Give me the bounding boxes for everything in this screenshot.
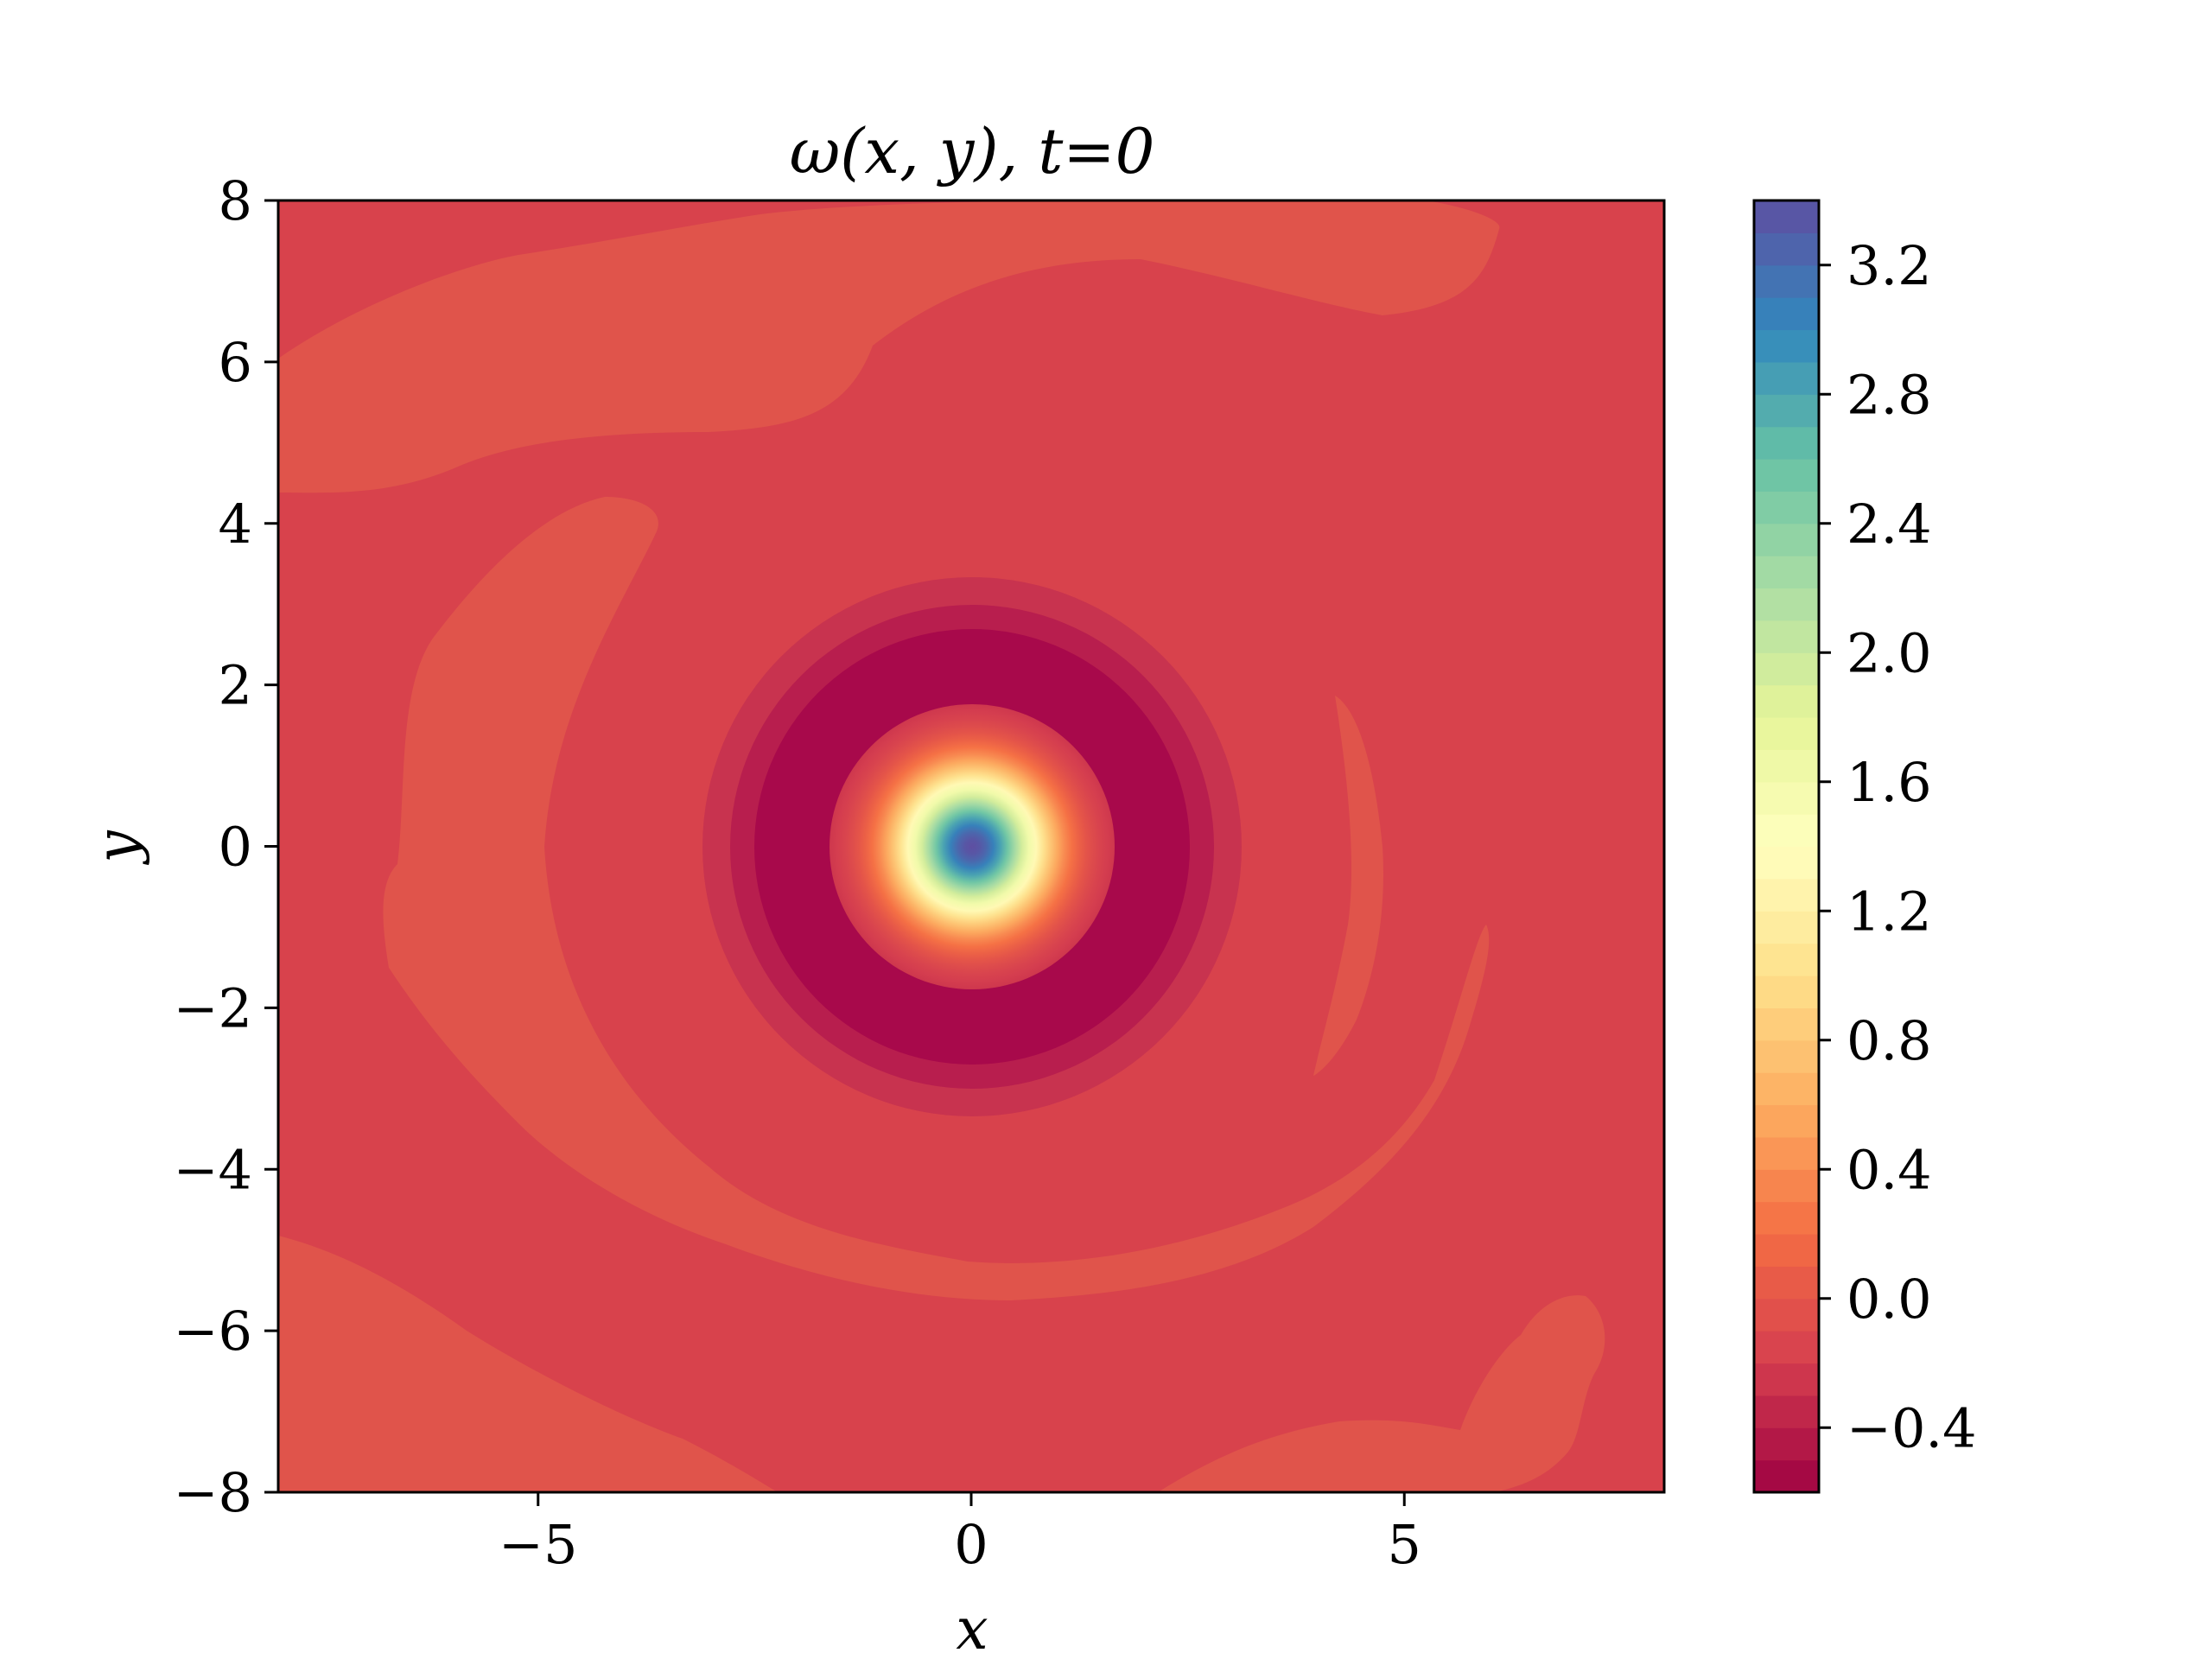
colorbar-tick-label: 0.4	[1847, 1138, 1932, 1201]
colorbar-level	[1754, 459, 1819, 492]
colorbar-level	[1754, 491, 1819, 524]
colorbar-level	[1754, 1104, 1819, 1138]
colorbar-tick-label: −0.4	[1847, 1396, 1977, 1459]
colorbar-level	[1754, 297, 1819, 331]
filament-bottom-right	[1158, 1295, 1605, 1492]
colorbar-level	[1754, 1363, 1819, 1396]
weak-positive-filaments	[278, 200, 1605, 1492]
colorbar-tick-label: 0.8	[1847, 1009, 1932, 1072]
colorbar-level	[1754, 814, 1819, 848]
y-tick-label: 2	[219, 654, 252, 717]
colorbar-level	[1754, 652, 1819, 686]
colorbar-level	[1754, 781, 1819, 815]
colorbar-tick-label: 1.2	[1847, 880, 1932, 943]
vortex	[702, 577, 1242, 1116]
colorbar-tick-label: 2.8	[1847, 363, 1932, 426]
colorbar-level	[1754, 1459, 1819, 1493]
colorbar-level	[1754, 426, 1819, 460]
colorbar-level	[1754, 846, 1819, 880]
colorbar-level	[1754, 232, 1819, 266]
colorbar: −0.4 0.0 0.4 0.8 1.2 1.6 2.0 2.4 2.8 3.2	[1752, 199, 1977, 1494]
colorbar-level	[1754, 1169, 1819, 1203]
colorbar-tick-label: 1.6	[1847, 751, 1932, 814]
filament-bottom-left	[278, 1236, 778, 1492]
colorbar-level	[1754, 523, 1819, 556]
y-tick-label: 4	[219, 493, 252, 556]
y-tick-label: −8	[174, 1461, 252, 1524]
colorbar-level	[1754, 1427, 1819, 1461]
colorbar-level	[1754, 1072, 1819, 1106]
colorbar-level	[1754, 1331, 1819, 1364]
colorbar-level	[1754, 911, 1819, 944]
colorbar-level	[1754, 588, 1819, 621]
colorbar-level	[1754, 329, 1819, 363]
y-tick-label: −6	[174, 1300, 252, 1363]
colorbar-level	[1754, 394, 1819, 428]
colorbar-tick-label: 3.2	[1847, 234, 1932, 297]
filament-left-arm	[383, 497, 1490, 1300]
x-tick-label: −5	[499, 1513, 577, 1576]
colorbar-level	[1754, 1201, 1819, 1235]
colorbar-level	[1754, 361, 1819, 395]
colorbar-level	[1754, 620, 1819, 653]
colorbar-frame	[1752, 199, 1821, 1494]
colorbar-tick-label: 2.4	[1847, 493, 1932, 556]
x-tick-label: 5	[1388, 1513, 1421, 1576]
colorbar-level	[1754, 264, 1819, 298]
colorbar-level	[1754, 1298, 1819, 1332]
colorbar-level	[1754, 749, 1819, 783]
colorbar-level	[1754, 1136, 1819, 1170]
y-tick-label: 8	[219, 169, 252, 232]
y-tick-label: 0	[219, 816, 252, 879]
y-axis: 8 6 4 2 0 −2 −4 −6 −8	[174, 169, 278, 1524]
x-axis-label: x	[956, 1596, 988, 1659]
colorbar-level	[1754, 200, 1819, 233]
y-tick-label: −2	[174, 976, 252, 1039]
filament-right-thin	[1313, 696, 1383, 1076]
colorbar-level	[1754, 1039, 1819, 1073]
colorbar-level	[1754, 684, 1819, 718]
y-tick-label: −4	[174, 1138, 252, 1201]
colorbar-level	[1754, 717, 1819, 750]
colorbar-level	[1754, 943, 1819, 976]
colorbar-level	[1754, 1395, 1819, 1428]
plot-area	[278, 200, 1664, 1492]
y-tick-label: 6	[219, 331, 252, 394]
colorbar-level	[1754, 976, 1819, 1008]
colorbar-tick-label: 0.0	[1847, 1268, 1932, 1331]
colorbar-level	[1754, 556, 1819, 589]
x-axis: −5 0 5	[499, 1492, 1421, 1576]
y-axis-label: y	[84, 830, 150, 866]
filament-top-arm	[278, 200, 1500, 493]
vortex-core	[830, 704, 1115, 989]
colorbar-level	[1754, 878, 1819, 912]
chart-title: ω(x, y), t=0	[790, 115, 1155, 188]
x-tick-label: 0	[954, 1513, 988, 1576]
colorbar-level	[1754, 1234, 1819, 1267]
colorbar-tick-label: 2.0	[1847, 621, 1932, 684]
colorbar-level	[1754, 1266, 1819, 1300]
colorbar-level	[1754, 1007, 1819, 1041]
